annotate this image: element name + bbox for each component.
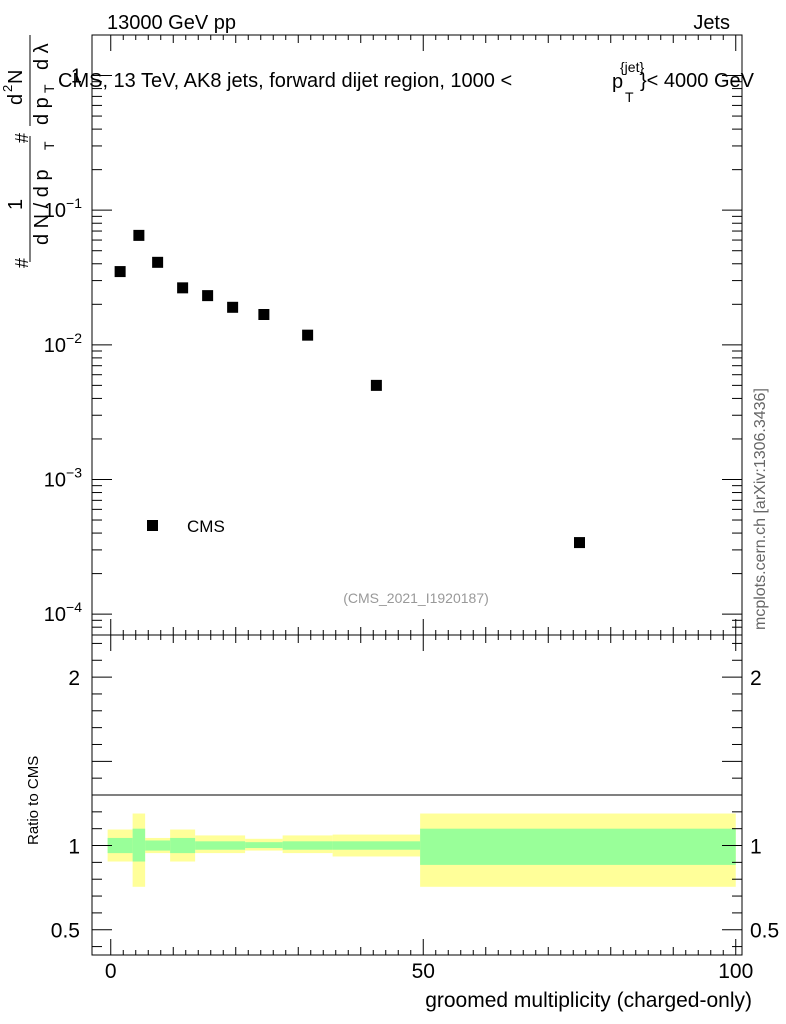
main-panel-frame [91, 34, 743, 636]
ylabel-hash-1: # [12, 258, 32, 268]
ylabel-dN-sub: T [41, 141, 57, 150]
ratio-y-tick-label-left: 1 [68, 836, 80, 859]
ratio-band-stat [245, 842, 283, 849]
ylabel-hash-2: # [12, 133, 32, 143]
x-axis-label: groomed multiplicity (charged-only) [425, 989, 752, 1012]
main-y-tick-label: 10−1 [44, 195, 82, 222]
data-point [114, 266, 126, 278]
chart-title: CMS, 13 TeV, AK8 jets, forward dijet reg… [58, 70, 512, 92]
ratio-band-stat [132, 828, 146, 862]
data-point [574, 537, 585, 549]
data-point [258, 308, 270, 320]
main-y-tick-label: 1 [71, 66, 82, 88]
header-right: Jets [693, 12, 730, 34]
ratio-band-stat [332, 841, 421, 850]
ratio-y-tick-label-right: 2 [750, 667, 762, 690]
data-points [114, 229, 585, 549]
header-left: 13000 GeV pp [107, 12, 236, 34]
data-point [202, 290, 214, 302]
title-main: CMS, 13 TeV, AK8 jets, forward dijet reg… [58, 70, 512, 92]
legend-marker [147, 520, 158, 531]
ylabel-d2-sup: 2 [0, 85, 15, 92]
main-y-tick-label: 10−2 [44, 330, 82, 357]
side-label: mcplots.cern.ch [arXiv:1306.3436] [752, 388, 769, 630]
data-point [133, 229, 145, 241]
title-pt-sub: T [625, 89, 634, 105]
ratio-y-tick-label-right: 1 [750, 836, 762, 859]
ratio-band-stat [107, 837, 133, 854]
ratio-y-tick-label-right: 0.5 [750, 920, 779, 943]
ylabel-dlambda: d λ [31, 43, 53, 70]
x-tick-label: 0 [105, 960, 117, 983]
ylabel-one: 1 [5, 199, 27, 210]
ylabel-dN: d N / d p [31, 169, 53, 245]
ratio-y-tick-label-left: 0.5 [51, 920, 80, 943]
data-point [370, 379, 382, 391]
analysis-watermark: (CMS_2021_I1920187) [343, 590, 489, 606]
main-y-tick-label: 10−4 [44, 599, 82, 626]
ratio-y-tick-labels: 2 2 1 1 0.5 0.5 [51, 667, 779, 943]
ylabel-dpt: d p [31, 97, 53, 125]
title-pt: p [612, 71, 623, 93]
ylabel-d2-N: N [5, 70, 27, 84]
legend-label: CMS [187, 517, 225, 536]
data-point [177, 282, 189, 294]
ratio-band-stat [195, 841, 246, 850]
title-tail: }< 4000 GeV [640, 70, 755, 92]
ratio-x-tick-labels: 0 50 100 [105, 960, 753, 983]
title-pt-sup: {jet} [620, 59, 644, 75]
data-point [302, 329, 314, 341]
ratio-y-tick-label-left: 2 [68, 667, 80, 690]
ratio-band-stat [170, 837, 196, 854]
ratio-bands [107, 813, 736, 887]
main-y-axis-label: # 1 d N / d p T # d 2 N d p T d λ [0, 35, 57, 268]
main-y-tick-label: 10−3 [44, 464, 82, 491]
data-point [152, 256, 164, 268]
ratio-y-axis-label: Ratio to CMS [25, 756, 42, 845]
x-tick-label: 50 [412, 960, 435, 983]
data-point [227, 301, 239, 313]
axis-ticks [92, 34, 742, 955]
ratio-band-stat [145, 840, 171, 851]
ratio-band-stat [282, 841, 333, 850]
ratio-band-stat [420, 828, 736, 865]
x-tick-label: 100 [718, 960, 753, 983]
ylabel-dpt-sub: T [41, 84, 57, 93]
ylabel-d2: d [5, 94, 27, 105]
main-y-tick-labels: 1 10−1 10−2 10−3 10−4 [44, 66, 82, 627]
